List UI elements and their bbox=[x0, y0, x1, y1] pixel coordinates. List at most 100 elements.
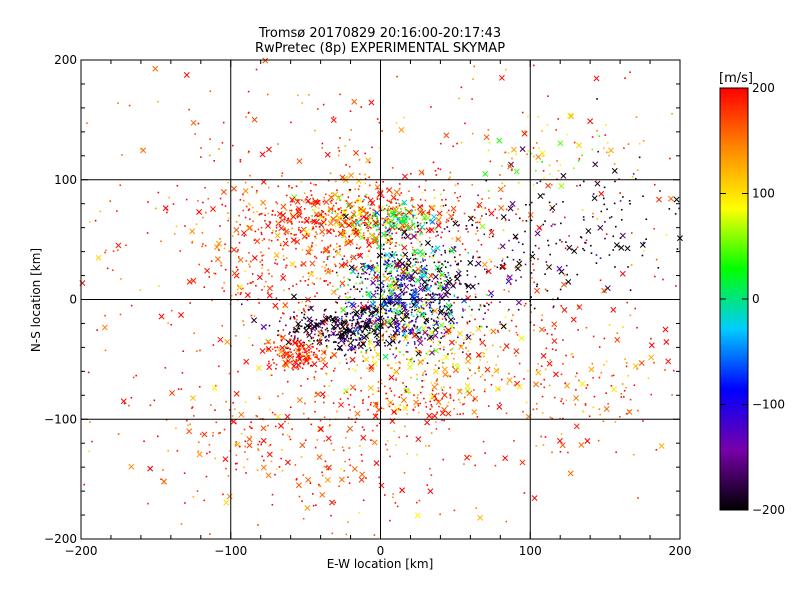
data-point bbox=[437, 327, 440, 329]
data-point-x-marker bbox=[285, 339, 292, 346]
data-point bbox=[551, 183, 553, 186]
data-point bbox=[309, 306, 312, 308]
data-point bbox=[211, 299, 213, 302]
data-point bbox=[413, 284, 416, 287]
data-point bbox=[501, 182, 504, 185]
data-point bbox=[603, 147, 605, 150]
data-point bbox=[488, 329, 491, 332]
data-point bbox=[392, 277, 394, 279]
data-point bbox=[208, 276, 211, 278]
data-point bbox=[425, 179, 427, 182]
data-point bbox=[361, 295, 364, 298]
data-point bbox=[303, 309, 305, 312]
data-point bbox=[268, 362, 270, 365]
data-point bbox=[339, 223, 341, 225]
data-point bbox=[348, 417, 350, 419]
data-point bbox=[486, 302, 488, 305]
data-point bbox=[325, 308, 328, 311]
data-point-x-marker bbox=[513, 348, 520, 355]
data-point bbox=[389, 247, 391, 250]
data-point bbox=[332, 327, 334, 330]
data-point bbox=[417, 394, 419, 396]
data-point bbox=[457, 263, 459, 266]
data-point bbox=[561, 241, 563, 243]
data-point-x-marker bbox=[367, 339, 374, 346]
data-point bbox=[438, 306, 441, 309]
data-point bbox=[381, 335, 384, 337]
data-point bbox=[315, 257, 318, 259]
data-point bbox=[89, 221, 91, 223]
data-point bbox=[434, 364, 437, 366]
data-point bbox=[385, 295, 387, 298]
data-point-x-marker bbox=[423, 317, 430, 324]
data-point bbox=[339, 199, 342, 201]
data-point bbox=[304, 280, 307, 282]
data-point bbox=[386, 448, 389, 451]
data-point-x-marker bbox=[354, 309, 361, 316]
data-point bbox=[302, 474, 305, 476]
data-point bbox=[355, 339, 358, 341]
data-point bbox=[212, 434, 214, 437]
data-point bbox=[427, 293, 430, 295]
data-point-x-marker bbox=[519, 146, 526, 153]
data-point bbox=[614, 266, 616, 268]
data-point bbox=[348, 279, 351, 281]
data-point bbox=[252, 280, 254, 283]
data-point bbox=[367, 408, 369, 411]
data-point bbox=[584, 404, 587, 406]
data-point-x-marker bbox=[564, 382, 570, 389]
data-point-x-marker bbox=[386, 340, 393, 347]
data-point bbox=[381, 130, 383, 132]
data-point bbox=[322, 234, 325, 237]
data-point bbox=[282, 350, 284, 352]
data-point bbox=[277, 395, 279, 398]
data-point bbox=[268, 324, 271, 327]
data-point bbox=[412, 275, 415, 278]
data-point bbox=[476, 230, 479, 232]
data-point bbox=[375, 313, 378, 316]
data-point bbox=[427, 279, 430, 282]
data-point bbox=[464, 309, 466, 311]
data-point bbox=[529, 259, 532, 262]
data-point bbox=[424, 280, 427, 282]
data-point bbox=[619, 237, 622, 239]
data-point bbox=[441, 199, 443, 201]
data-point bbox=[323, 196, 326, 199]
data-point bbox=[410, 266, 413, 269]
data-point bbox=[417, 295, 419, 298]
data-point bbox=[605, 392, 608, 394]
data-point bbox=[438, 282, 440, 284]
data-point bbox=[268, 360, 270, 363]
data-point-x-marker bbox=[388, 290, 395, 297]
data-point bbox=[230, 295, 233, 297]
data-point bbox=[381, 257, 384, 259]
data-point bbox=[293, 318, 296, 320]
data-point bbox=[451, 347, 454, 350]
data-point bbox=[384, 300, 386, 303]
axis-ticks bbox=[80, 59, 681, 540]
data-point bbox=[343, 276, 345, 279]
data-point-x-marker bbox=[608, 147, 614, 154]
data-point bbox=[295, 233, 297, 236]
data-point-x-marker bbox=[358, 476, 365, 483]
data-point bbox=[416, 258, 419, 261]
data-point bbox=[315, 504, 317, 507]
data-point bbox=[368, 218, 371, 221]
data-point bbox=[304, 199, 307, 201]
data-point bbox=[355, 220, 358, 223]
data-point bbox=[496, 217, 498, 219]
data-point bbox=[296, 339, 299, 342]
data-point bbox=[274, 473, 276, 476]
data-point-x-marker bbox=[593, 75, 600, 82]
data-point bbox=[398, 183, 401, 185]
data-point bbox=[574, 403, 577, 406]
data-point bbox=[310, 423, 313, 426]
data-point bbox=[323, 352, 326, 354]
data-point bbox=[325, 372, 328, 375]
data-point bbox=[562, 402, 565, 405]
data-point bbox=[524, 302, 527, 305]
data-point-x-marker bbox=[254, 238, 261, 245]
data-point bbox=[610, 384, 613, 387]
data-point bbox=[278, 466, 281, 468]
data-point bbox=[630, 264, 633, 266]
